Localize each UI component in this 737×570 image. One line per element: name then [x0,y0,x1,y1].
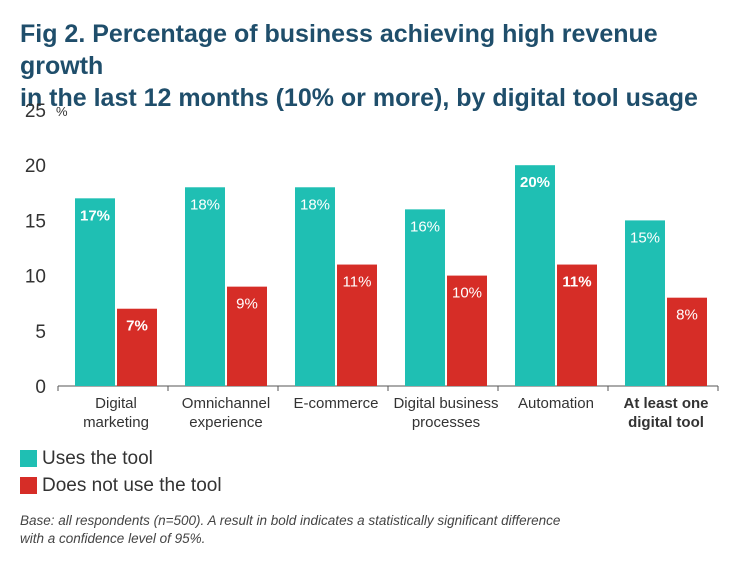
bar-value-label: 15% [630,229,660,246]
y-tick-label: 5 [35,322,46,343]
y-unit-label: % [56,104,68,119]
y-tick-label: 20 [25,156,46,177]
legend: Uses the tool Does not use the tool [20,445,222,499]
legend-item-does-not-use-tool: Does not use the tool [20,472,222,499]
bar-chart: 0 5 10 15 20 25 % 17% 7% Digital marketing 18% 9% Omn… [25,101,719,431]
legend-swatch-uses-tool [20,450,37,467]
bar-uses-tool [515,165,555,386]
bar-does-not-use-tool [337,264,377,386]
legend-label-uses-tool: Uses the tool [42,447,153,469]
legend-item-uses-tool: Uses the tool [20,445,222,472]
bar-does-not-use-tool [447,275,487,386]
bar-does-not-use-tool [117,308,157,386]
x-category-label: At least one [623,395,708,412]
y-tick-label: 15 [25,211,46,232]
x-category-label: Digital [95,395,137,412]
bar-uses-tool [75,198,115,386]
x-category-label: marketing [83,414,149,431]
x-category-label: Digital business [393,395,498,412]
bar-uses-tool [295,187,335,386]
x-category-label: E-commerce [293,395,378,412]
bar-uses-tool [185,187,225,386]
x-category-label: processes [412,414,480,431]
legend-label-does-not-use-tool: Does not use the tool [42,474,222,496]
bar-value-label: 8% [676,307,698,324]
bar-value-label: 10% [452,285,482,302]
bar-value-label: 11% [562,274,591,291]
x-category-label: Automation [518,395,594,412]
footnote: Base: all respondents (n=500). A result … [20,512,700,548]
bar-uses-tool [625,220,665,386]
footnote-line-2: with a confidence level of 95%. [20,531,206,546]
legend-swatch-does-not-use-tool [20,477,37,494]
y-tick-label: 0 [35,377,46,398]
y-tick-label: 10 [25,267,46,288]
footnote-line-1: Base: all respondents (n=500). A result … [20,513,561,528]
chart-title-line-1: Fig 2. Percentage of business achieving … [20,20,658,80]
x-category-label: digital tool [628,414,704,431]
bar-uses-tool [405,209,445,386]
bar-does-not-use-tool [667,297,707,386]
bar-value-label: 18% [300,196,330,213]
x-category-label: experience [189,414,262,431]
chart-title: Fig 2. Percentage of business achieving … [20,18,720,114]
bar-value-label: 17% [80,207,110,224]
bar-does-not-use-tool [227,286,267,386]
bar-value-label: 20% [520,174,550,191]
chart-title-line-2: in the last 12 months (10% or more), by … [20,84,698,112]
bar-value-label: 9% [236,296,258,313]
y-tick-label: 25 [25,101,46,122]
bar-value-label: 7% [126,318,148,335]
bar-does-not-use-tool [557,264,597,386]
bar-value-label: 16% [410,218,440,235]
bar-value-label: 18% [190,196,220,213]
bar-value-label: 11% [343,274,372,291]
x-category-label: Omnichannel [182,395,270,412]
